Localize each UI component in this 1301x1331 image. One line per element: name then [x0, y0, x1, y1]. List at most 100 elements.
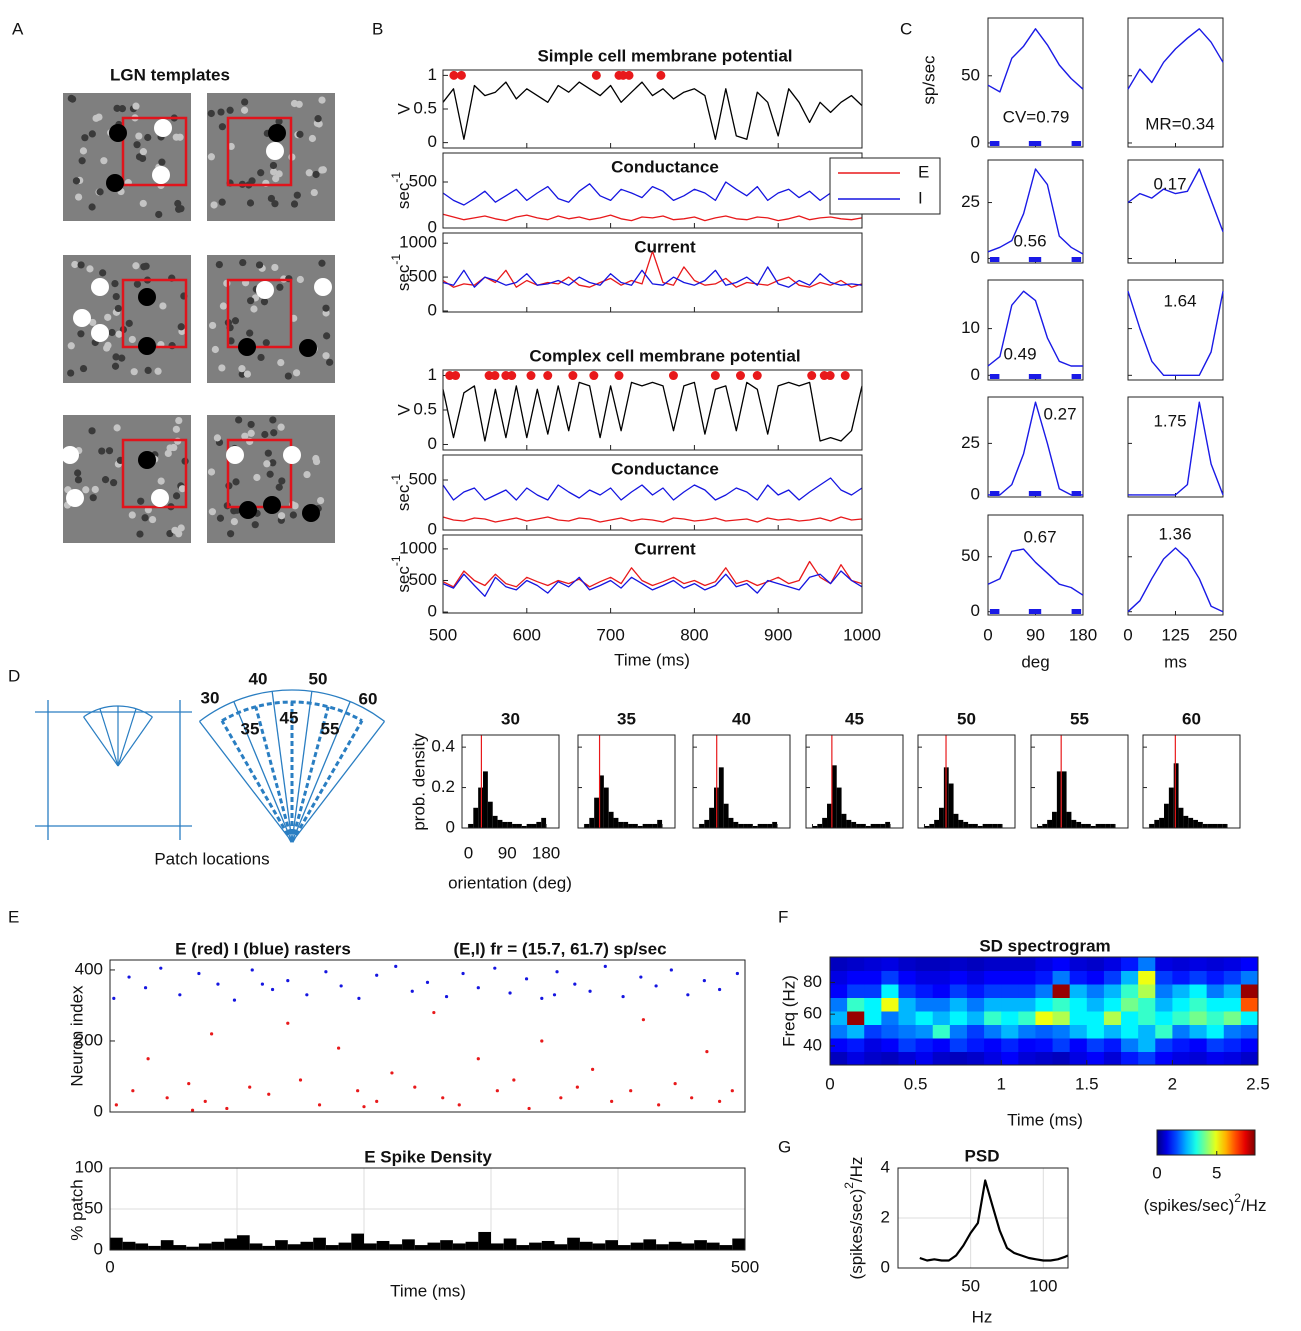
lgn-dot — [88, 203, 96, 211]
y-tick-label: 0 — [446, 817, 455, 836]
hist-bar — [968, 823, 973, 828]
lgn-dot — [246, 329, 254, 337]
spectrogram-cell — [915, 1038, 934, 1052]
spectrogram-cell — [1240, 1024, 1259, 1039]
colorbar-label-base: (spikes/sec) — [1144, 1196, 1235, 1215]
y-axis-label-sup: -1 — [389, 172, 403, 183]
hist-bar — [1193, 819, 1198, 828]
lgn-dot — [305, 169, 313, 177]
spike — [614, 371, 624, 381]
colorbar-label: (spikes/sec)2/Hz — [1144, 1191, 1267, 1215]
spectrogram-cell — [1018, 997, 1036, 1012]
hist-bar — [1168, 787, 1174, 828]
hist-bar — [752, 825, 758, 828]
lgn-dot — [82, 486, 90, 494]
spectrogram-cell — [881, 1024, 899, 1039]
spectrogram-cell — [984, 1038, 1002, 1052]
y-axis-label: V — [394, 404, 413, 416]
spectrogram-cell — [847, 1011, 865, 1025]
hist-bar — [1188, 817, 1194, 828]
spectrogram-cell — [932, 957, 951, 971]
lgn-on — [256, 281, 274, 299]
spectrogram-cell — [1103, 984, 1122, 998]
tuning-index: MR=0.34 — [1145, 114, 1214, 133]
hist-bar — [885, 821, 891, 828]
spectrogram-cell — [1086, 984, 1105, 998]
lgn-dot — [216, 514, 225, 522]
fan-edge — [117, 708, 137, 767]
lgn-off — [299, 339, 317, 357]
y-tick-label: 500 — [409, 267, 437, 286]
hist-bar — [536, 821, 542, 828]
lgn-dot — [257, 169, 265, 177]
x-tick-label: 700 — [596, 625, 624, 644]
hist-bar — [1212, 823, 1218, 828]
spike-dot — [639, 975, 643, 979]
receptive-field — [226, 278, 293, 349]
lgn-dot — [233, 506, 241, 514]
axes-frame — [461, 734, 560, 829]
spectrogram-cell — [881, 1038, 899, 1052]
spectrogram-cell — [1138, 1011, 1156, 1025]
spectrogram-cell — [898, 1011, 917, 1025]
lgn-dot — [270, 429, 278, 437]
spectrogram-cell — [864, 997, 882, 1012]
lgn-dot — [318, 166, 326, 174]
spectrogram-cell — [949, 970, 968, 985]
x-tick-label: 90 — [1026, 625, 1045, 644]
spike-dot — [476, 1057, 480, 1061]
lgn-dot — [108, 328, 116, 337]
lgn-dot — [130, 368, 138, 376]
hist-bar — [531, 823, 537, 828]
spike-dot — [203, 1099, 207, 1103]
x-tick-label: 0 — [983, 625, 992, 644]
spike — [451, 371, 461, 381]
spectrogram-cell — [966, 1024, 985, 1039]
x-tick-label: 250 — [1209, 625, 1237, 644]
y-tick-label: 80 — [803, 972, 822, 991]
spike-dot — [444, 994, 449, 999]
lgn-dot — [235, 416, 243, 424]
panel-title: Current — [634, 539, 696, 558]
line-series — [442, 81, 863, 140]
fan-arc — [83, 705, 153, 718]
lgn-dot — [137, 497, 145, 505]
spectrogram-cell — [1052, 957, 1071, 971]
lgn-dot — [92, 114, 100, 122]
lgn-dot — [154, 367, 162, 375]
spectrogram-cell — [1001, 997, 1019, 1012]
lgn-dot — [133, 280, 142, 288]
hist-bar — [1052, 811, 1057, 828]
density-bar — [160, 1240, 174, 1250]
spectrogram-cell — [1052, 1038, 1071, 1052]
lgn-dot — [100, 157, 108, 165]
axes-frame — [442, 454, 863, 531]
lgn-dot — [261, 430, 269, 439]
lgn-dot — [89, 494, 97, 502]
hist-bar — [516, 823, 522, 828]
spectrogram-cell — [881, 1011, 899, 1025]
hist-bar — [1207, 823, 1213, 828]
x-tick-label: 1.5 — [1075, 1074, 1099, 1093]
lgn-dot — [157, 477, 165, 485]
x-axis-label: Time (ms) — [1007, 1110, 1083, 1129]
density-bar — [122, 1241, 136, 1250]
density-bar — [376, 1240, 390, 1250]
lgn-title: LGN templates — [110, 65, 230, 84]
lgn-dot — [218, 364, 226, 372]
lgn-off — [106, 174, 124, 192]
hist-bar — [718, 767, 724, 828]
template-bg — [63, 93, 191, 221]
density-bar — [249, 1243, 263, 1250]
y-axis-label: prob. density — [409, 733, 428, 831]
spectrogram-cell — [1001, 984, 1019, 998]
hist-bar — [637, 825, 643, 828]
lgn-dot — [91, 485, 99, 494]
panel-letter: A — [12, 19, 24, 38]
hist-bar — [929, 823, 935, 828]
lgn-dot — [208, 508, 216, 516]
lgn-dot — [219, 302, 228, 310]
lgn-dot — [227, 530, 235, 538]
spectrogram-cell — [1240, 997, 1259, 1012]
spectrogram-cell — [1240, 1051, 1259, 1066]
